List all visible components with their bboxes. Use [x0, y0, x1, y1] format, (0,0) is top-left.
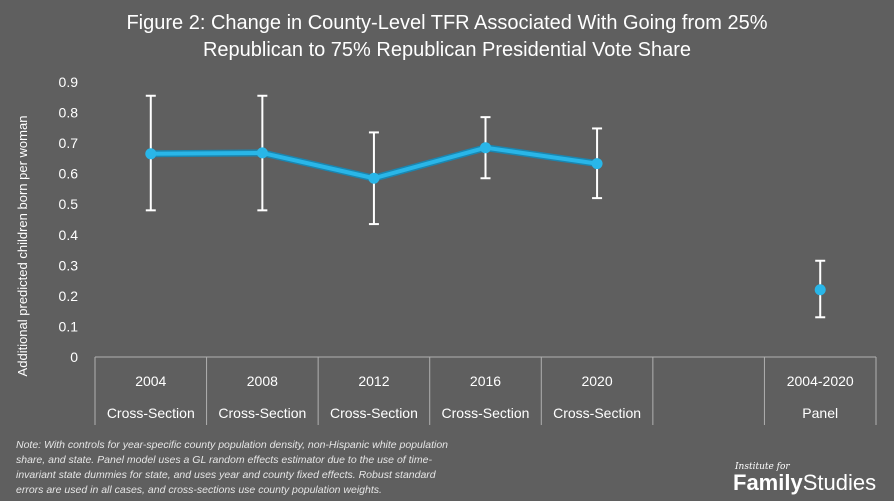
x-tick-sublabel: Cross-Section [330, 405, 418, 421]
logo-text: FamilyStudies [733, 472, 894, 494]
x-tick-label: 2020 [581, 373, 612, 389]
y-tick-label: 0.1 [59, 318, 79, 334]
data-point [256, 147, 268, 159]
chart-title-line-2: Republican to 75% Republican Presidentia… [202, 39, 692, 61]
x-tick-label: 2012 [358, 373, 389, 389]
note-line: invariant state dummies for state, and u… [16, 469, 436, 481]
y-tick-label: 0.2 [59, 288, 79, 304]
logo-small-text: Institute for [735, 462, 790, 472]
y-tick-label: 0.9 [59, 74, 79, 90]
chart-note: Note: With controls for year-specific co… [16, 438, 616, 501]
y-tick-label: 0.3 [59, 257, 79, 273]
data-point [145, 148, 157, 160]
x-tick-label: 2008 [247, 373, 278, 389]
note-line: Note: With controls for year-specific co… [16, 439, 448, 451]
y-tick-label: 0.6 [59, 166, 79, 182]
y-tick-label: 0.7 [59, 135, 79, 151]
x-tick-sublabel: Cross-Section [553, 405, 641, 421]
x-tick-sublabel: Cross-Section [218, 405, 306, 421]
y-tick-label: 0.4 [59, 227, 79, 243]
data-point [591, 158, 603, 170]
chart: 0 0.1 0.2 0.3 0.4 0.5 0.6 0.7 0.8 0.9 Additional p… [15, 74, 877, 425]
x-tick-sublabel: Cross-Section [107, 405, 195, 421]
note-line: errors are used in all cases, and cross-… [16, 484, 382, 496]
y-tick-label: 0.5 [59, 196, 79, 212]
chart-title-line-1: Figure 2: Change in County-Level TFR Ass… [126, 12, 768, 34]
logo-regular-text: Studies [802, 470, 877, 495]
data-point [814, 284, 826, 296]
chart-title: Figure 2: Change in County-Level TFR Ass… [0, 10, 894, 64]
institute-logo: Institute for FamilyStudies [733, 462, 894, 501]
y-tick-label: 0 [70, 349, 78, 365]
x-tick-label: 2004-2020 [787, 373, 854, 389]
y-tick-label: 0.8 [59, 105, 79, 121]
x-tick-sublabel: Cross-Section [442, 405, 530, 421]
data-point [480, 142, 491, 154]
logo-bold-text: Family [733, 470, 803, 495]
x-tick-label: 2016 [470, 373, 501, 389]
note-line: share, and state. Panel model uses a GL … [16, 454, 432, 466]
x-tick-sublabel: Panel [802, 405, 838, 421]
x-tick-label: 2004 [135, 373, 166, 389]
y-axis-label: Additional predicted children born per w… [15, 116, 30, 377]
data-point [368, 172, 380, 184]
